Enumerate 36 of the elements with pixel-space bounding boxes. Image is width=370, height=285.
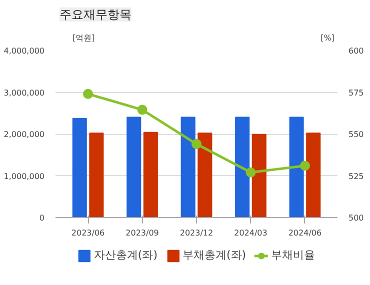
y-tick-label: 2,000,000: [4, 130, 45, 139]
point: [137, 104, 148, 115]
bar: [289, 116, 304, 218]
point: [192, 139, 202, 150]
legend-label: 부채비율: [271, 248, 316, 262]
y-axis-title: [억원]: [72, 33, 95, 42]
bar: [126, 116, 142, 218]
x-tick-label: 2023/09: [126, 228, 159, 238]
bar: [72, 118, 87, 218]
point: [246, 167, 256, 178]
y-tick-label: 0: [39, 214, 45, 222]
bar: [89, 132, 104, 218]
y-tick-label: 1,000,000: [4, 172, 45, 181]
bar: [180, 116, 196, 218]
bar: [306, 132, 321, 218]
chart-title: 주요재무항목: [60, 8, 132, 22]
y2-tick-label: 550: [348, 130, 364, 139]
x-tick-label: 2024/03: [234, 228, 268, 238]
bar: [252, 134, 266, 218]
point: [83, 88, 94, 99]
y-tick-label: 4,000,000: [4, 46, 45, 56]
y2-tick-label: 600: [348, 46, 364, 56]
y2-tick-label: 525: [348, 172, 364, 181]
point: [300, 160, 310, 171]
y2-tick-label: 575: [348, 88, 364, 98]
x-tick-label: 2023/12: [180, 228, 214, 238]
bar: [235, 116, 250, 218]
bar: [143, 132, 158, 218]
x-tick-label: 2024/06: [288, 228, 322, 238]
x-tick-label: 2023/06: [71, 228, 105, 238]
y2-axis-title: [%]: [320, 33, 334, 42]
legend-label: 부채총계(좌): [182, 248, 246, 262]
y2-tick-label: 500: [348, 214, 364, 222]
bar: [198, 132, 212, 218]
legend-label: 자산총계(좌): [94, 248, 158, 262]
y-tick-label: 3,000,000: [4, 88, 45, 98]
